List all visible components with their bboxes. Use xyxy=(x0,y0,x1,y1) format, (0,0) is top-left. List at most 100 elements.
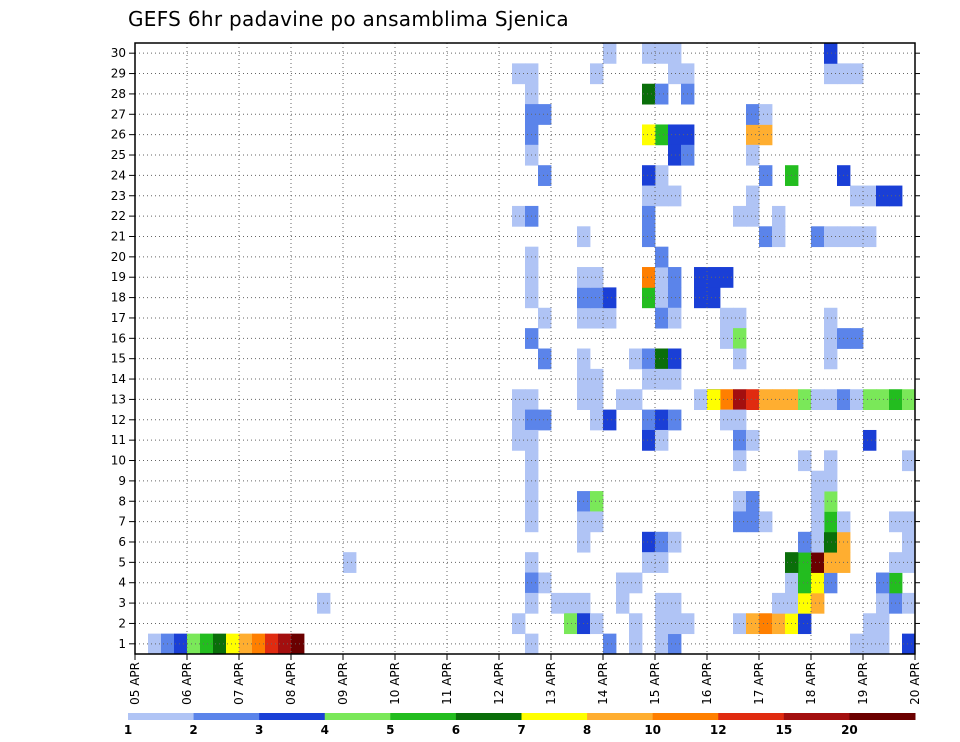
y-tick-label: 8 xyxy=(118,494,126,508)
heatmap-cell xyxy=(811,511,825,533)
heatmap-cell xyxy=(902,592,916,614)
heatmap-cell xyxy=(824,328,838,349)
heatmap-cell xyxy=(642,552,656,573)
heatmap-cell xyxy=(278,633,292,655)
heatmap-cell xyxy=(863,226,877,248)
heatmap-cell xyxy=(824,552,838,573)
heatmap-cell xyxy=(902,450,916,472)
heatmap-cell xyxy=(655,185,669,207)
heatmap-cell xyxy=(746,144,760,166)
y-axis: 1234567891011121314151617181920212223242… xyxy=(111,46,920,651)
y-tick-label: 21 xyxy=(111,229,126,243)
heatmap-cell xyxy=(759,124,773,146)
heatmap-cell xyxy=(291,633,305,655)
heatmap-cell xyxy=(343,552,357,573)
heatmap-cell xyxy=(772,389,786,410)
heatmap-cell xyxy=(811,531,825,553)
heatmap-cell xyxy=(668,144,682,166)
x-tick-label: 17 APR xyxy=(752,662,766,705)
x-tick-label: 05 APR xyxy=(128,662,142,705)
heatmap-cell xyxy=(642,124,656,146)
y-tick-label: 9 xyxy=(118,474,126,488)
colorbar-label: 4 xyxy=(321,723,329,737)
heatmap-cell xyxy=(655,267,669,288)
heatmap-cell xyxy=(590,389,604,410)
heatmap-cell xyxy=(850,185,864,207)
heatmap-cell xyxy=(720,389,734,410)
heatmap-cell xyxy=(668,409,682,431)
heatmap-cell xyxy=(512,409,526,431)
x-axis: 05 APR 06 APR 07 APR 08 APR 09 APR 10 APR 11 A… xyxy=(128,654,922,705)
heatmap-cell xyxy=(668,287,682,309)
heatmap-cell xyxy=(824,470,838,492)
heatmap-cell xyxy=(746,511,760,533)
colorbar-label: 3 xyxy=(255,723,263,737)
heatmap-cell xyxy=(590,267,604,288)
colorbar: 1 2 3 4 5 6 7 8 10 12 15 20 xyxy=(124,713,916,737)
heatmap-cell xyxy=(642,165,656,186)
heatmap-cell xyxy=(590,368,604,390)
heatmap-cell xyxy=(863,613,877,635)
heatmap-cell xyxy=(668,267,682,288)
y-tick-label: 7 xyxy=(118,515,126,529)
y-tick-label: 2 xyxy=(118,616,126,630)
heatmap-cell xyxy=(746,104,760,125)
heatmap-cell xyxy=(564,613,578,635)
colorbar-label: 10 xyxy=(644,723,661,737)
heatmap-cell xyxy=(200,633,214,655)
heatmap-cell xyxy=(603,287,617,309)
heatmap-cell xyxy=(538,165,552,186)
x-tick-label: 07 APR xyxy=(232,662,246,705)
heatmap-cell xyxy=(655,429,669,451)
heatmap-cell xyxy=(655,307,669,329)
heatmap-cell xyxy=(642,348,656,370)
heatmap-cell xyxy=(850,633,864,655)
heatmap-cell xyxy=(798,572,812,594)
heatmap-cell xyxy=(811,389,825,410)
x-tick-label: 15 APR xyxy=(648,662,662,705)
colorbar-label: 1 xyxy=(124,723,132,737)
y-tick-label: 13 xyxy=(111,392,126,406)
heatmap-cell xyxy=(694,267,708,288)
heatmap-cell xyxy=(824,348,838,370)
heatmap-cell xyxy=(538,572,552,594)
heatmap-cell xyxy=(655,43,669,64)
heatmap-cell xyxy=(720,267,734,288)
colorbar-label: 7 xyxy=(517,723,525,737)
heatmap-cell xyxy=(876,592,890,614)
chart-title: GEFS 6hr padavine po ansamblima Sjenica xyxy=(128,7,569,31)
heatmap-cell xyxy=(798,389,812,410)
heatmap-cell xyxy=(876,572,890,594)
heatmap-cell xyxy=(863,633,877,655)
heatmap-cell xyxy=(876,389,890,410)
heatmap-cell xyxy=(551,592,565,614)
heatmap-cell xyxy=(824,226,838,248)
heatmap-cell xyxy=(850,328,864,349)
heatmap-cell xyxy=(824,531,838,553)
heatmap-cell xyxy=(655,83,669,105)
heatmap-cell xyxy=(538,348,552,370)
colorbar-swatch xyxy=(390,713,457,720)
heatmap-cell xyxy=(902,552,916,573)
y-tick-label: 14 xyxy=(111,372,126,386)
heatmap-cell xyxy=(512,613,526,635)
heatmap-cell xyxy=(603,307,617,329)
heatmap-cell xyxy=(811,491,825,512)
heatmap-cell xyxy=(655,552,669,573)
heatmap-cell xyxy=(187,633,201,655)
heatmap-cell xyxy=(824,63,838,85)
heatmap-cell xyxy=(720,328,734,349)
heatmap-cell xyxy=(603,43,617,64)
heatmap-cell xyxy=(564,592,578,614)
heatmap-cell xyxy=(668,63,682,85)
heatmap-cell xyxy=(239,633,253,655)
heatmap-cell xyxy=(863,429,877,451)
colorbar-label: 5 xyxy=(386,723,394,737)
heatmap-cell xyxy=(850,63,864,85)
heatmap-cell xyxy=(590,307,604,329)
x-tick-label: 06 APR xyxy=(180,662,194,705)
colorbar-swatch xyxy=(718,713,785,720)
colorbar-label: 15 xyxy=(775,723,792,737)
heatmap-cell xyxy=(590,287,604,309)
y-tick-label: 6 xyxy=(118,535,126,549)
